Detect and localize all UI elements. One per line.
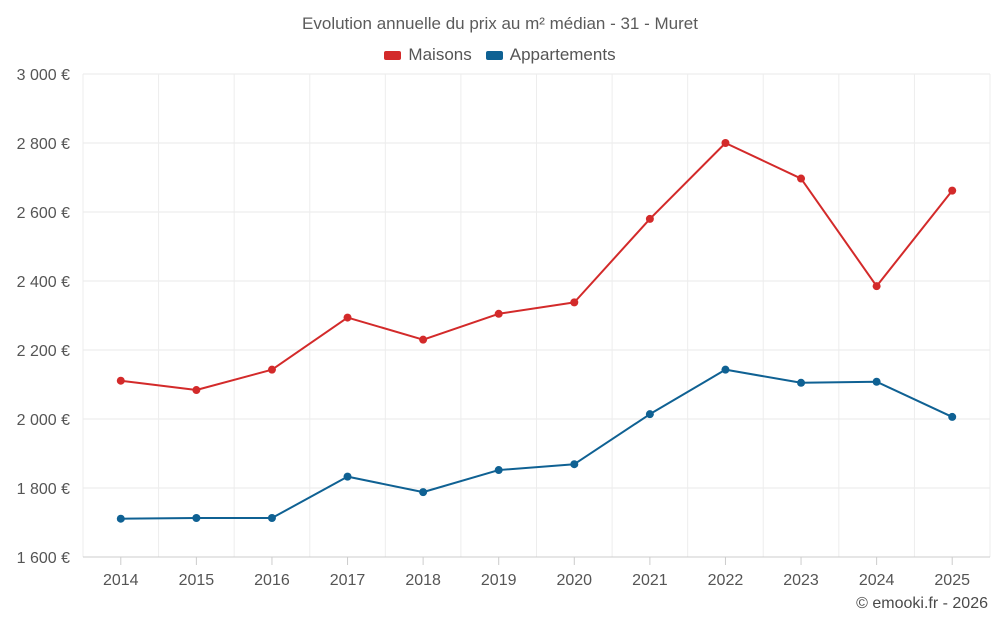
x-tick-label: 2023 — [783, 572, 819, 589]
data-point-maisons[interactable] — [797, 174, 806, 183]
data-point-maisons[interactable] — [494, 309, 503, 318]
data-point-appartements[interactable] — [343, 472, 352, 481]
data-point-maisons[interactable] — [570, 298, 579, 307]
series-line-maisons — [120, 142, 953, 392]
data-point-maisons[interactable] — [192, 386, 201, 395]
y-tick-label: 2 600 € — [17, 205, 70, 222]
y-tick-label: 2 800 € — [17, 136, 70, 153]
chart-legend: Maisons Appartements — [0, 45, 1000, 65]
x-tick-label: 2015 — [179, 572, 215, 589]
data-point-appartements[interactable] — [494, 466, 503, 475]
data-point-appartements[interactable] — [192, 514, 201, 523]
data-point-maisons[interactable] — [721, 139, 730, 147]
data-point-appartements[interactable] — [267, 514, 276, 523]
series-layer — [116, 139, 957, 523]
x-tick-label: 2021 — [632, 572, 668, 589]
y-tick-label: 2 200 € — [17, 343, 70, 360]
data-point-appartements[interactable] — [116, 514, 125, 523]
y-axis: 1 600 € 1 800 € 2 000 € 2 200 € 2 400 € 2 600… — [17, 67, 70, 567]
data-point-appartements[interactable] — [872, 377, 881, 386]
y-tick-label: 1 800 € — [17, 481, 70, 498]
legend-label-maisons: Maisons — [408, 45, 472, 64]
data-point-maisons[interactable] — [419, 335, 428, 344]
data-point-maisons[interactable] — [116, 376, 125, 385]
chart-title: Evolution annuelle du prix au m² médian … — [302, 14, 698, 33]
y-tick-label: 3 000 € — [17, 67, 70, 84]
series-line-appartements — [120, 368, 953, 520]
grid-lines — [82, 73, 991, 558]
data-point-appartements[interactable] — [645, 410, 654, 419]
credit-text: © emooki.fr - 2026 — [856, 595, 988, 612]
x-tick-label: 2019 — [481, 572, 517, 589]
data-point-appartements[interactable] — [797, 378, 806, 387]
legend-swatch-maisons-icon — [384, 50, 402, 60]
x-tick-label: 2014 — [103, 572, 139, 589]
x-tick-label: 2016 — [254, 572, 290, 589]
data-point-appartements[interactable] — [721, 365, 730, 374]
data-point-appartements[interactable] — [419, 488, 428, 497]
data-point-appartements[interactable] — [948, 412, 957, 421]
x-tick-label: 2022 — [708, 572, 744, 589]
data-point-appartements[interactable] — [570, 460, 579, 469]
legend-swatch-appartements-icon — [485, 50, 503, 60]
x-axis: 2014 2015 2016 2017 2018 2019 2020 2021 2022 2023… — [83, 556, 990, 589]
x-tick-label: 2020 — [556, 572, 592, 589]
y-tick-label: 2 400 € — [17, 274, 70, 291]
legend-item-maisons[interactable]: Maisons — [384, 45, 472, 65]
x-tick-label: 2025 — [934, 572, 970, 589]
legend-item-appartements[interactable]: Appartements — [485, 45, 616, 65]
legend-label-appartements: Appartements — [509, 45, 616, 64]
y-tick-label: 1 600 € — [17, 550, 70, 567]
data-point-maisons[interactable] — [645, 214, 654, 223]
x-tick-label: 2024 — [859, 572, 895, 589]
data-point-maisons[interactable] — [872, 282, 881, 291]
x-tick-label: 2017 — [330, 572, 366, 589]
y-tick-label: 2 000 € — [17, 412, 70, 429]
data-point-maisons[interactable] — [267, 365, 276, 374]
data-point-maisons[interactable] — [343, 313, 352, 322]
x-tick-label: 2018 — [405, 572, 441, 589]
data-point-maisons[interactable] — [948, 186, 957, 195]
